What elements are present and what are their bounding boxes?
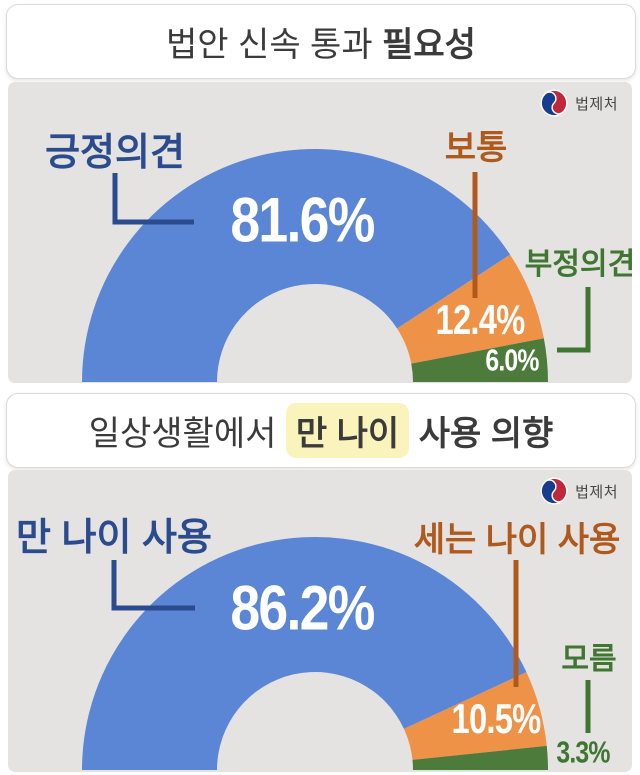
label-connector-0-2 xyxy=(557,287,591,353)
segment-value-use-korean-age: 10.5% xyxy=(451,695,542,742)
segment-label-use-international-age: 만 나이 사용 xyxy=(16,517,212,559)
donut-1-segment-2 xyxy=(412,745,548,770)
taegeuk-icon xyxy=(540,477,568,505)
segment-value-positive-opinion: 81.6% xyxy=(230,185,375,256)
semi-donut-chart-bill-passage xyxy=(82,149,591,382)
title-highlight-text: 만 나이 xyxy=(285,403,410,458)
section-title-age-usage: 일상생활에서 만 나이 사용 의향 xyxy=(88,403,554,458)
section-title-bill-passage: 법안 신속 통과 필요성 xyxy=(166,17,476,66)
title-card-bill-passage: 법안 신속 통과 필요성 xyxy=(6,4,636,79)
donut-0-segment-1 xyxy=(397,254,544,364)
donut-0-segment-2 xyxy=(411,338,548,382)
segment-value-negative-opinion: 6.0% xyxy=(485,342,539,378)
donut-1-segment-1 xyxy=(403,672,547,760)
segment-label-neutral: 보통 xyxy=(444,129,508,167)
taegeuk-icon xyxy=(540,89,568,117)
donut-1-segment-0 xyxy=(82,537,527,770)
title-bold-text: 사용 의향 xyxy=(418,415,554,453)
segment-label-negative-opinion: 부정의견 xyxy=(524,248,632,281)
segment-label-positive-opinion: 긍정의견 xyxy=(45,132,185,174)
chart-panel-age-usage: 법제처 만 나이 사용 86.2% 세는 나이 사용 10.5% 모름 3.3% xyxy=(8,470,632,772)
segment-value-use-international-age: 86.2% xyxy=(230,573,375,644)
segment-label-use-korean-age: 세는 나이 사용 xyxy=(413,521,621,559)
chart-panel-bill-passage: 법제처 긍정의견 81.6% 보통 12.4% 부정의견 6.0% xyxy=(8,82,632,383)
title-bold-text: 필요성 xyxy=(382,26,476,64)
donut-0-segment-0 xyxy=(82,149,511,382)
segment-label-dont-know: 모름 xyxy=(561,643,617,676)
agency-name: 법제처 xyxy=(575,95,618,113)
title-card-age-usage: 일상생활에서 만 나이 사용 의향 xyxy=(6,393,636,468)
semi-donut-chart-age-usage xyxy=(82,537,591,770)
segment-value-neutral: 12.4% xyxy=(435,296,526,343)
agency-name: 법제처 xyxy=(575,483,618,501)
agency-logo: 법제처 xyxy=(540,89,618,117)
title-regular-text: 법안 신속 통과 xyxy=(166,26,373,64)
label-connector-1-0 xyxy=(111,560,195,611)
segment-value-dont-know: 3.3% xyxy=(556,734,610,770)
title-regular-text: 일상생활에서 xyxy=(88,415,277,453)
agency-logo: 법제처 xyxy=(540,477,618,505)
label-connector-0-0 xyxy=(112,173,194,225)
